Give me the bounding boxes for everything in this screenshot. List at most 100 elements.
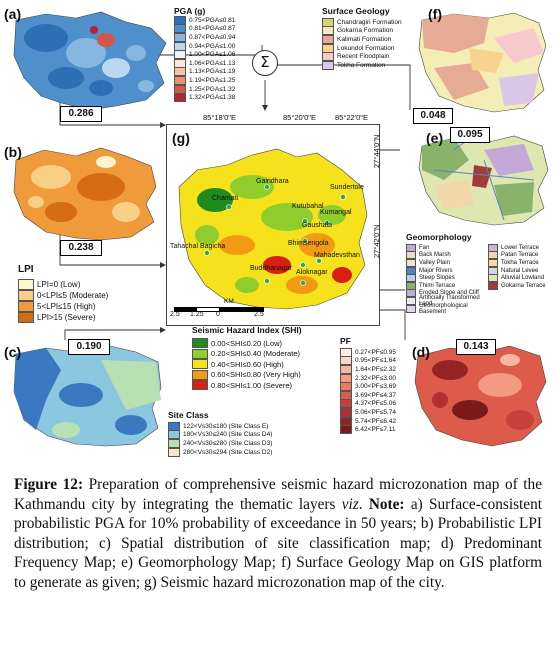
legend-item: Tokha Terrace <box>488 258 554 267</box>
panel-d-letter: (d) <box>412 344 430 360</box>
legend-item: Major Rivers <box>406 266 488 275</box>
legend-item: Kalimati Formation <box>322 34 418 44</box>
place-label: Gaushala <box>302 222 332 229</box>
pf-legend-title: PF <box>340 336 351 346</box>
legend-label: 2.32<PF≤3.00 <box>355 374 396 382</box>
shi-legend: Seismic Hazard Index (SHI) 0.00<SHI≤0.20… <box>192 325 338 391</box>
legend-item: Back Marsh <box>406 251 488 260</box>
panel-f-letter: (f) <box>428 6 442 22</box>
legend-swatch <box>174 50 186 60</box>
legend-label: 1.00<PGA≤1.06 <box>189 51 236 59</box>
legend-label: 122<Vs30≤180 (Site Class E) <box>183 422 269 430</box>
panel-c-value: 0.190 <box>68 339 110 355</box>
legend-item: 1.25<PGA≤1.32 <box>174 84 256 94</box>
legend-swatch <box>406 304 416 313</box>
legend-item: Recent Floodplain <box>322 52 418 62</box>
legend-swatch <box>406 281 416 290</box>
legend-swatch <box>322 60 334 70</box>
legend-label: 0<LPI≤5 (Moderate) <box>37 291 109 300</box>
legend-label: 1.25<PGA≤1.32 <box>189 85 236 93</box>
legend-label: 180<Vs30≤240 (Site Class D4) <box>183 431 273 439</box>
legend-item: Chandragiri Formation <box>322 17 418 27</box>
legend-swatch <box>406 258 416 267</box>
legend-label: 1.64<PF≤2.32 <box>355 365 396 373</box>
legend-item: 240<Vs30≤280 (Site Class D3) <box>168 438 298 448</box>
place-label: Bhimsengola <box>288 240 329 247</box>
legend-label: Tokha Formation <box>337 61 386 69</box>
legend-label: 0.95<PF≤1.64 <box>355 357 396 365</box>
legend-label: 0.87<PGA≤0.94 <box>189 33 236 41</box>
legend-item: 6.42<PF≤7.11 <box>340 425 410 435</box>
geology-legend: Surface Geology Chandragiri Formation Gok… <box>322 6 418 70</box>
legend-swatch <box>192 380 208 391</box>
legend-swatch <box>340 407 352 417</box>
legend-item: Valley Plain <box>406 258 488 267</box>
legend-item: Gokarna Formation <box>322 26 418 36</box>
legend-item: LPI=0 (Low) <box>18 279 128 290</box>
legend-swatch <box>322 43 334 53</box>
pga-legend-title: PGA (g) <box>174 6 206 16</box>
coord-top-left: 85°18'0"E <box>203 113 236 122</box>
geology-legend-title: Surface Geology <box>322 6 390 16</box>
legend-item: Gokarna Terrace <box>488 281 554 290</box>
caption-viz: viz <box>341 495 359 513</box>
pf-legend: PF 0.27<PF≤0.95 0.95<PF≤1.64 1.64<PF≤2.32 2… <box>340 336 410 435</box>
scale-tick: 0 <box>216 311 220 318</box>
legend-item: 0.81<PGA≤0.87 <box>174 24 256 34</box>
panel-d-value: 0.143 <box>456 339 496 355</box>
legend-item: 0.87<PGA≤0.94 <box>174 32 256 42</box>
legend-label: 1.06<PGA≤1.13 <box>189 59 236 67</box>
panel-e-letter: (e) <box>426 130 444 146</box>
legend-label: 0.75<PGA≤0.81 <box>189 16 236 24</box>
panel-e-value: 0.095 <box>450 127 490 143</box>
legend-label: 0.80<SHI≤1.00 (Severe) <box>211 380 293 390</box>
legend-swatch <box>406 243 416 252</box>
legend-swatch <box>174 32 186 42</box>
legend-item: 1.19<PGA≤1.25 <box>174 75 256 85</box>
scale-tick: 2.5 <box>170 311 180 318</box>
place-label: Kumangal <box>320 209 352 216</box>
legend-item: Steep Slopes <box>406 274 488 283</box>
legend-swatch <box>174 75 186 85</box>
legend-item: Natural Levee <box>488 266 554 275</box>
legend-item: 280<Vs30≤294 (Site Class D2) <box>168 447 298 457</box>
legend-swatch <box>174 67 186 77</box>
shi-map <box>178 148 368 310</box>
legend-label: Patan Terrace <box>501 252 539 259</box>
pga-map <box>13 11 167 111</box>
legend-item: 5.06<PF≤5.74 <box>340 407 410 417</box>
sum-symbol: Σ <box>260 53 270 71</box>
figure-caption: Figure 12: Preparation of comprehensive … <box>14 475 542 593</box>
scale-tick: 1.25 <box>190 311 204 318</box>
scale-bar: KM 2.5 1.25 0 2.5 <box>170 298 270 322</box>
legend-swatch <box>488 243 498 252</box>
lpi-legend-title: LPI <box>18 264 34 275</box>
legend-swatch <box>18 279 34 290</box>
legend-label: Recent Floodplain <box>337 53 390 61</box>
pga-legend: PGA (g) 0.75<PGA≤0.81 0.81<PGA≤0.87 0.87<P… <box>174 6 256 103</box>
panel-b-value: 0.238 <box>60 240 102 256</box>
coord-top-right: 85°22'0"E <box>335 113 368 122</box>
legend-label: Gokarna Formation <box>337 27 393 35</box>
legend-swatch <box>174 15 186 25</box>
legend-swatch <box>168 447 180 457</box>
legend-item: 0.94<PGA≤1.00 <box>174 41 256 51</box>
legend-item: 1.32<PGA≤1.38 <box>174 93 256 103</box>
legend-label: Steep Slopes <box>419 275 455 282</box>
legend-swatch <box>406 289 416 298</box>
site-class-legend: Site Class 122<Vs30≤180 (Site Class E) 18… <box>168 410 298 457</box>
legend-item: 5<LPI≤15 (High) <box>18 301 128 312</box>
legend-label: Major Rivers <box>419 267 453 274</box>
legend-label: 4.37<PF≤5.06 <box>355 400 396 408</box>
legend-swatch <box>406 274 416 283</box>
legend-swatch <box>340 416 352 426</box>
place-label: Kutubahal <box>292 203 324 210</box>
legend-item: Eroded Slope and Cliff <box>406 289 488 298</box>
legend-label: 0.40<SHI≤0.60 (High) <box>211 359 284 369</box>
legend-item: Lokundol Formation <box>322 43 418 53</box>
panel-c-letter: (c) <box>4 344 22 360</box>
legend-label: 5<LPI≤15 (High) <box>37 302 96 311</box>
legend-label: Tokha Terrace <box>501 259 539 266</box>
lpi-legend: LPI LPI=0 (Low) 0<LPI≤5 (Moderate) 5<LPI≤1… <box>18 264 128 323</box>
legend-swatch <box>340 356 352 366</box>
